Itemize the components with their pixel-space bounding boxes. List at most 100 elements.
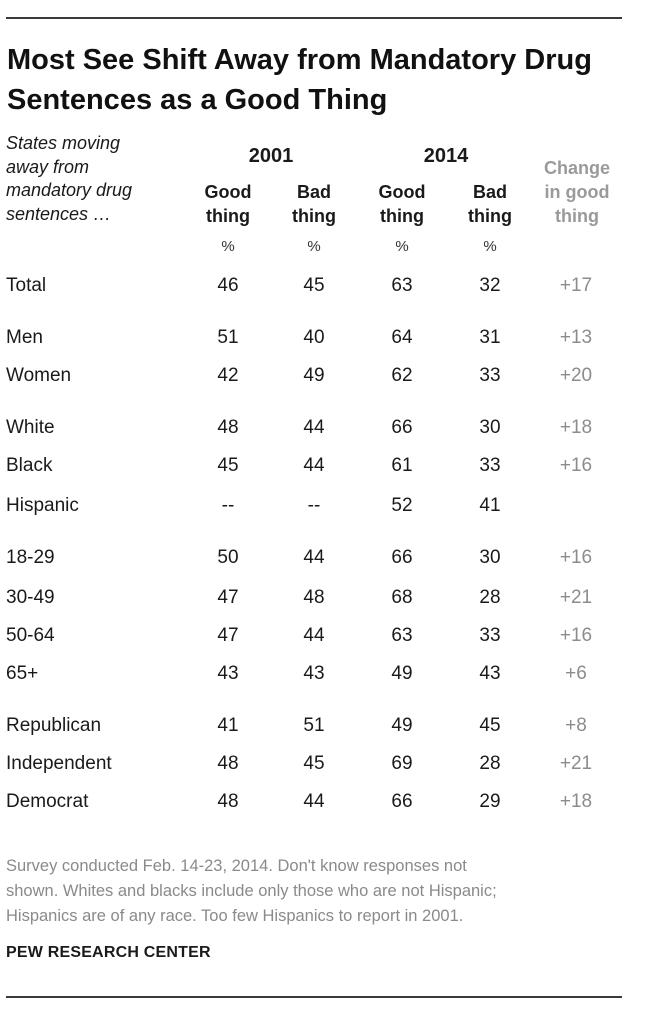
cell-change: +16: [559, 625, 593, 646]
table-row: Republican 41 51 49 45 +8: [0, 713, 640, 739]
cell-bad-2001: 44: [303, 455, 325, 476]
table-row: 65+ 43 43 49 43 +6: [0, 661, 640, 687]
survey-note: Survey conducted Feb. 14-23, 2014. Don't…: [6, 857, 497, 925]
cell-good-2014: 52: [391, 495, 413, 516]
cell-good-2014: 61: [391, 455, 413, 476]
cell-good-2001: 46: [217, 275, 239, 296]
cell-good-2014: 68: [391, 587, 413, 608]
cell-bad-2014: 33: [479, 365, 501, 386]
table-row: Total 46 45 63 32 +17: [0, 273, 640, 299]
cell-bad-2001: 40: [303, 327, 325, 348]
cell-good-2001: 45: [217, 455, 239, 476]
cell-change: +20: [559, 365, 593, 386]
cell-good-2001: 47: [217, 625, 239, 646]
percent-unit: %: [395, 238, 409, 255]
col-header-good-2014: Good thing: [378, 182, 426, 226]
row-label: 30-49: [6, 587, 55, 608]
cell-bad-2014: 33: [479, 625, 501, 646]
cell-good-2014: 64: [391, 327, 413, 348]
row-label: Men: [6, 327, 43, 348]
cell-bad-2014: 32: [479, 275, 501, 296]
row-label: Democrat: [6, 791, 89, 812]
cell-bad-2001: 44: [303, 417, 325, 438]
table-row: 18-29 50 44 66 30 +16: [0, 545, 640, 571]
cell-good-2014: 49: [391, 715, 413, 736]
cell-change: +18: [559, 791, 593, 812]
top-rule: [6, 17, 622, 19]
cell-good-2001: --: [221, 495, 235, 516]
cell-good-2001: 48: [217, 753, 239, 774]
cell-good-2014: 66: [391, 417, 413, 438]
table-row: 50-64 47 44 63 33 +16: [0, 623, 640, 649]
cell-bad-2001: 45: [303, 275, 325, 296]
cell-good-2014: 63: [391, 625, 413, 646]
year-header-2001: 2001: [248, 145, 294, 167]
cell-change: +6: [565, 663, 587, 684]
cell-bad-2001: 44: [303, 791, 325, 812]
cell-bad-2001: 51: [303, 715, 325, 736]
cell-good-2014: 66: [391, 791, 413, 812]
row-label: Independent: [6, 753, 112, 774]
question-label: States moving away from mandatory drug s…: [6, 133, 133, 224]
table-row: Hispanic -- -- 52 41: [0, 493, 640, 519]
cell-bad-2014: 29: [479, 791, 501, 812]
cell-good-2014: 66: [391, 547, 413, 568]
table-row: Black 45 44 61 33 +16: [0, 453, 640, 479]
cell-bad-2014: 30: [479, 417, 501, 438]
row-label: Republican: [6, 715, 102, 736]
page-title: Most See Shift Away from Mandatory Drug …: [7, 44, 592, 116]
cell-change: +16: [559, 455, 593, 476]
cell-good-2014: 62: [391, 365, 413, 386]
col-header-bad-2001: Bad thing: [292, 182, 336, 226]
percent-unit: %: [483, 238, 497, 255]
table-row: Women 42 49 62 33 +20: [0, 363, 640, 389]
cell-good-2001: 43: [217, 663, 239, 684]
cell-bad-2014: 33: [479, 455, 501, 476]
col-header-bad-2014: Bad thing: [468, 182, 512, 226]
cell-good-2001: 48: [217, 791, 239, 812]
table-row: White 48 44 66 30 +18: [0, 415, 640, 441]
table-row: Independent 48 45 69 28 +21: [0, 751, 640, 777]
col-header-good-2001: Good thing: [204, 182, 252, 226]
cell-bad-2001: 45: [303, 753, 325, 774]
cell-good-2001: 48: [217, 417, 239, 438]
cell-change: +13: [559, 327, 593, 348]
cell-good-2014: 69: [391, 753, 413, 774]
table-row: Democrat 48 44 66 29 +18: [0, 789, 640, 815]
cell-bad-2001: 49: [303, 365, 325, 386]
cell-bad-2014: 43: [479, 663, 501, 684]
cell-bad-2001: 43: [303, 663, 325, 684]
cell-bad-2014: 28: [479, 587, 501, 608]
cell-bad-2014: 31: [479, 327, 501, 348]
year-header-2014: 2014: [423, 145, 469, 167]
row-label: Hispanic: [6, 495, 79, 516]
table-row: 30-49 47 48 68 28 +21: [0, 585, 640, 611]
cell-bad-2014: 28: [479, 753, 501, 774]
row-label: 65+: [6, 663, 39, 684]
cell-change: +18: [559, 417, 593, 438]
cell-bad-2001: 44: [303, 547, 325, 568]
row-label: 18-29: [6, 547, 55, 568]
cell-good-2014: 63: [391, 275, 413, 296]
row-label: White: [6, 417, 55, 438]
cell-change: +17: [559, 275, 593, 296]
bottom-rule: [6, 996, 622, 998]
cell-good-2001: 41: [217, 715, 239, 736]
cell-bad-2001: 44: [303, 625, 325, 646]
percent-unit: %: [221, 238, 235, 255]
row-label: Women: [6, 365, 72, 386]
cell-change: +21: [559, 587, 593, 608]
row-label: Total: [6, 275, 47, 296]
cell-good-2001: 50: [217, 547, 239, 568]
cell-change: +21: [559, 753, 593, 774]
cell-bad-2014: 41: [479, 495, 501, 516]
cell-change: +16: [559, 547, 593, 568]
cell-bad-2014: 30: [479, 547, 501, 568]
source-credit: PEW RESEARCH CENTER: [6, 944, 211, 961]
row-label: 50-64: [6, 625, 55, 646]
cell-good-2001: 42: [217, 365, 239, 386]
cell-good-2001: 47: [217, 587, 239, 608]
row-label: Black: [6, 455, 53, 476]
table-row: Men 51 40 64 31 +13: [0, 325, 640, 351]
cell-bad-2014: 45: [479, 715, 501, 736]
